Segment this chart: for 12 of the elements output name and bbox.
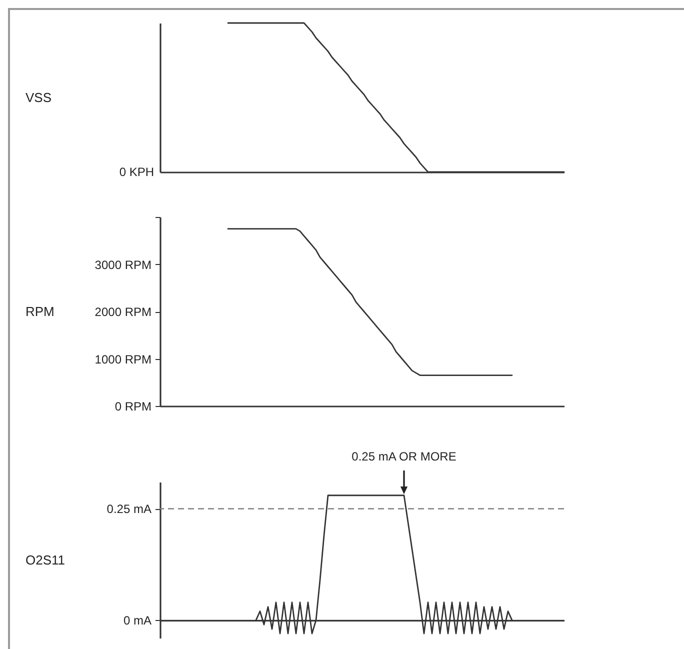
- y-tick-label: 0.25 mA: [106, 502, 152, 516]
- y-tick-label: 0 mA: [123, 614, 152, 628]
- y-tick-label: 1000 RPM: [94, 352, 152, 366]
- y-tick-label: 0 RPM: [114, 400, 152, 414]
- text: 0 KPH: [119, 165, 154, 179]
- y-tick-label: 2000 RPM: [94, 305, 152, 319]
- y-tick-label: 3000 RPM: [94, 258, 152, 272]
- y-axis-title: VSS: [26, 90, 52, 105]
- annotation: 0.25 mA OR MORE: [352, 449, 456, 464]
- y-axis-title: RPM: [26, 304, 54, 319]
- line-series: [227, 228, 513, 376]
- y-axis-title: O2S11: [26, 552, 66, 568]
